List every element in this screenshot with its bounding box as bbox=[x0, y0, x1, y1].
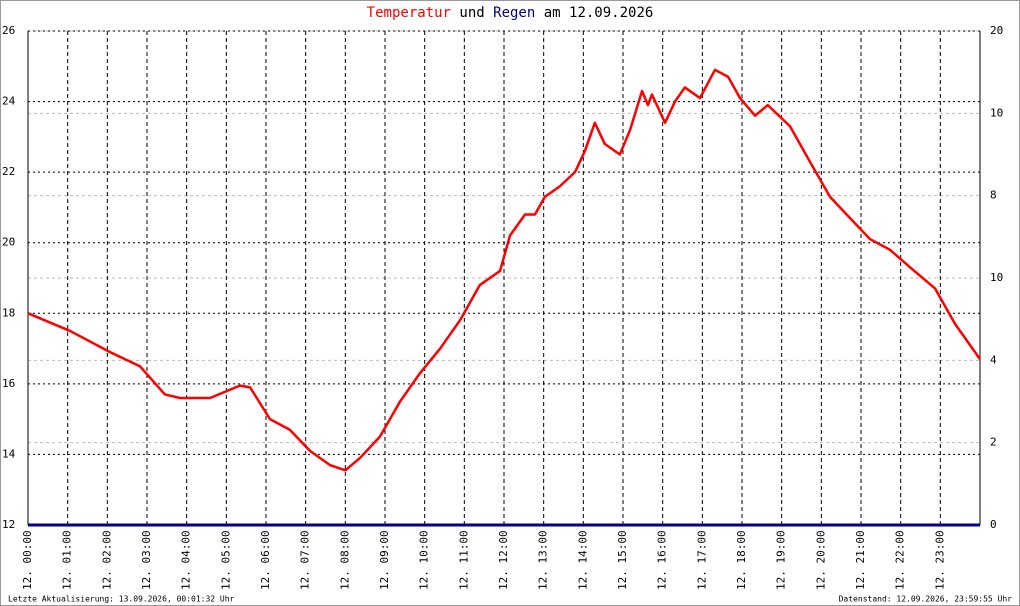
x-tick-label: 12. 23:00 bbox=[933, 530, 946, 590]
chart-title: Temperatur und Regen am 12.09.2026 bbox=[367, 5, 654, 21]
y-tick-label: 22 bbox=[2, 165, 15, 178]
x-tick-label: 12. 18:00 bbox=[735, 530, 748, 590]
footer-left: Letzte Aktualisierung: 13.09.2026, 00:01… bbox=[8, 595, 235, 604]
y2-tick-label: 20 bbox=[990, 24, 1003, 37]
title-and: und bbox=[459, 5, 484, 21]
x-tick-label: 12. 09:00 bbox=[378, 530, 391, 590]
x-tick-label: 12. 11:00 bbox=[457, 530, 470, 590]
x-tick-label: 12. 14:00 bbox=[576, 530, 589, 590]
x-tick-label: 12. 16:00 bbox=[656, 530, 669, 590]
y-tick-label: 12 bbox=[2, 518, 15, 531]
x-tick-label: 12. 00:00 bbox=[21, 530, 34, 590]
y2-tick-label: 4 bbox=[990, 353, 997, 366]
y2-tick-label: 0 bbox=[990, 518, 997, 531]
x-tick-label: 12. 21:00 bbox=[854, 530, 867, 590]
x-tick-label: 12. 05:00 bbox=[219, 530, 232, 590]
series-line bbox=[27, 68, 982, 472]
x-tick-label: 12. 06:00 bbox=[259, 530, 272, 590]
title-temperature: Temperatur bbox=[367, 5, 451, 21]
x-tick-label: 12. 08:00 bbox=[338, 530, 351, 590]
y2-tick-label: 10 bbox=[990, 106, 1003, 119]
y-tick-label: 18 bbox=[2, 306, 15, 319]
x-tick-label: 12. 17:00 bbox=[695, 530, 708, 590]
y-tick-label: 24 bbox=[2, 95, 16, 108]
x-tick-label: 12. 22:00 bbox=[894, 530, 907, 590]
x-tick-label: 12. 03:00 bbox=[140, 530, 153, 590]
x-tick-label: 12. 04:00 bbox=[180, 530, 193, 590]
y-tick-label: 14 bbox=[2, 447, 16, 460]
x-tick-label: 12. 13:00 bbox=[537, 530, 550, 590]
x-tick-label: 12. 07:00 bbox=[299, 530, 312, 590]
y-tick-label: 26 bbox=[2, 24, 15, 37]
x-tick-label: 12. 20:00 bbox=[814, 530, 827, 590]
x-tick-label: 12. 12:00 bbox=[497, 530, 510, 590]
footer-right: Datenstand: 12.09.2026, 23:59:55 Uhr bbox=[839, 595, 1013, 604]
x-tick-label: 12. 19:00 bbox=[775, 530, 788, 590]
title-rain: Regen bbox=[493, 5, 535, 21]
y2-tick-label: 2 bbox=[990, 436, 997, 449]
x-tick-label: 12. 15:00 bbox=[616, 530, 629, 590]
x-tick-label: 12. 01:00 bbox=[61, 530, 74, 590]
x-tick-label: 12. 10:00 bbox=[418, 530, 431, 590]
x-tick-label: 12. 02:00 bbox=[100, 530, 113, 590]
y2-tick-label: 8 bbox=[990, 189, 997, 202]
y-tick-label: 16 bbox=[2, 377, 15, 390]
y-tick-label: 20 bbox=[2, 236, 15, 249]
y2-tick-label: 10 bbox=[990, 271, 1003, 284]
title-date: am 12.09.2026 bbox=[544, 5, 654, 21]
